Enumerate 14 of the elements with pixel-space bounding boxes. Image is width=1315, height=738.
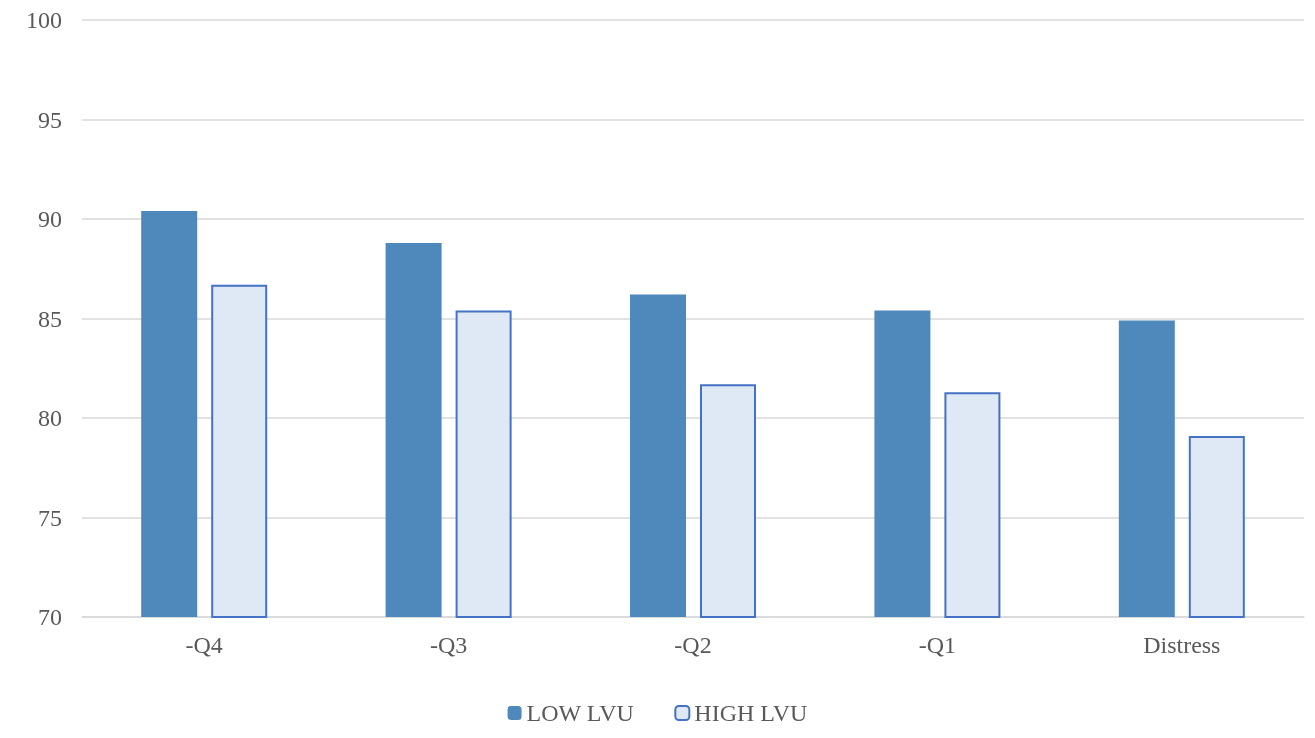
y-tick-label: 70 (38, 604, 62, 630)
x-tick-label: -Q4 (185, 632, 223, 658)
legend-label: HIGH LVU (694, 700, 808, 726)
x-tick-label: -Q3 (429, 632, 468, 658)
y-tick-label: 90 (38, 206, 62, 232)
y-tick-label: 100 (26, 7, 62, 33)
y-tick-label: 95 (38, 106, 62, 133)
x-tick-label: Distress (1143, 632, 1221, 658)
y-tick-label: 85 (38, 305, 62, 332)
legend-label: LOW LVU (526, 700, 634, 726)
x-tick-label: -Q2 (674, 632, 712, 658)
x-tick-label: -Q1 (918, 632, 957, 658)
y-tick-label: 80 (38, 405, 62, 431)
y-tick-label: 75 (38, 504, 62, 531)
